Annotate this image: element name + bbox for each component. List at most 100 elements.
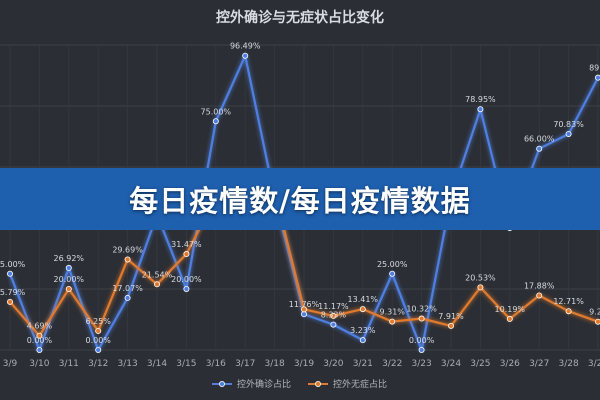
x-axis-tick-labels: 3/9 3/10 3/11 3/12 3/13 3/14 3/15 3/16 3/17 3/18 3… <box>3 359 600 369</box>
data-point[interactable] <box>271 194 278 201</box>
x-tick-label: 3/12 <box>88 359 108 369</box>
data-point[interactable] <box>124 256 131 263</box>
legend-swatch-marker <box>218 380 225 387</box>
data-point[interactable] <box>359 306 366 313</box>
data-point[interactable] <box>389 270 396 277</box>
data-label: 21.54% <box>142 270 173 279</box>
data-point[interactable] <box>330 321 337 328</box>
x-tick-label: 3/24 <box>441 359 461 369</box>
data-point[interactable] <box>95 327 102 334</box>
data-point[interactable] <box>36 332 43 339</box>
data-point[interactable] <box>389 318 396 325</box>
x-tick-label: 3/19 <box>294 359 314 369</box>
data-label: 10.32% <box>406 305 437 314</box>
data-label: 40.00% <box>495 214 526 223</box>
data-label: 20.00% <box>54 275 85 284</box>
data-label: 11.76% <box>289 300 320 309</box>
data-label: 7.91% <box>438 312 464 321</box>
data-point[interactable] <box>300 306 307 313</box>
data-labels: 25.00% 0.00% 26.92% 0.00% 17.07% 44.44% 20.00%… <box>0 42 600 345</box>
data-point[interactable] <box>95 346 102 353</box>
data-point[interactable] <box>595 318 600 325</box>
data-point[interactable] <box>212 194 219 201</box>
x-tick-label: 3/28 <box>558 359 578 369</box>
data-point[interactable] <box>506 224 513 231</box>
data-point[interactable] <box>565 130 572 137</box>
data-label: 31.47% <box>171 240 202 249</box>
x-tick-label: 3/29 <box>588 359 600 369</box>
data-point[interactable] <box>7 298 13 305</box>
legend-swatch-marker <box>314 380 321 387</box>
data-label: 12.71% <box>553 297 584 306</box>
legend-entry-label[interactable]: 控外确诊占比 <box>237 378 291 390</box>
data-point[interactable] <box>536 292 543 299</box>
x-tick-label: 3/17 <box>235 359 255 369</box>
data-label: 0.00% <box>409 336 435 345</box>
data-label: 9.31% <box>379 308 405 317</box>
data-point[interactable] <box>183 251 190 258</box>
data-point[interactable] <box>36 346 43 353</box>
x-tick-label: 3/20 <box>323 359 343 369</box>
data-label: 20.53% <box>465 273 496 282</box>
data-label: 25.00% <box>377 260 408 269</box>
x-tick-label: 3/18 <box>264 359 284 369</box>
data-label: 0.00% <box>85 336 111 345</box>
x-tick-label: 3/10 <box>29 359 49 369</box>
data-label: 3.23% <box>350 326 376 335</box>
x-tick-label: 3/15 <box>176 359 196 369</box>
data-label: 44.44% <box>142 200 173 209</box>
x-tick-label: 3/21 <box>353 359 373 369</box>
data-label: 17.07% <box>112 284 143 293</box>
data-point[interactable] <box>153 281 160 288</box>
data-point[interactable] <box>65 264 72 271</box>
data-point[interactable] <box>124 294 131 301</box>
data-label: 11.17% <box>318 302 349 311</box>
x-tick-label: 3/16 <box>206 359 226 369</box>
x-tick-label: 3/9 <box>3 359 18 369</box>
chart-title: 控外确诊与无症状占比变化 <box>216 9 384 26</box>
data-point[interactable] <box>65 285 72 292</box>
data-point[interactable] <box>7 270 13 277</box>
data-point[interactable] <box>242 194 249 201</box>
data-point[interactable] <box>212 118 219 125</box>
data-label: 4.69% <box>27 322 53 331</box>
data-point[interactable] <box>242 52 249 59</box>
x-tick-label: 3/23 <box>411 359 431 369</box>
x-tick-label: 3/25 <box>470 359 490 369</box>
data-label: 9.28 <box>589 308 600 317</box>
data-point[interactable] <box>565 308 572 315</box>
data-label: 70.83% <box>553 120 584 129</box>
data-point[interactable] <box>418 315 425 322</box>
data-label: 17.88% <box>524 281 555 290</box>
data-point[interactable] <box>477 106 484 113</box>
data-label: 89.2 <box>589 64 600 73</box>
x-tick-label: 3/13 <box>117 359 137 369</box>
data-point[interactable] <box>477 284 484 291</box>
x-tick-label: 3/11 <box>59 359 79 369</box>
data-point[interactable] <box>595 74 600 81</box>
data-label: 0.00% <box>27 336 53 345</box>
data-label: 96.49% <box>230 42 261 51</box>
data-label: 78.95% <box>465 95 496 104</box>
data-label: 66.00% <box>524 135 555 144</box>
x-tick-label: 3/27 <box>529 359 549 369</box>
data-point[interactable] <box>506 315 513 322</box>
data-label: 25.00% <box>0 260 26 269</box>
data-label: 29.69% <box>112 245 143 254</box>
data-point[interactable] <box>447 194 454 201</box>
data-point[interactable] <box>418 346 425 353</box>
x-tick-label: 3/14 <box>147 359 167 369</box>
data-point[interactable] <box>183 285 190 292</box>
data-label: 26.92% <box>54 254 85 263</box>
legend[interactable]: 控外确诊占比 控外无症占比 <box>212 378 387 390</box>
data-point[interactable] <box>359 337 366 344</box>
legend-entry-label[interactable]: 控外无症占比 <box>333 378 387 390</box>
data-point[interactable] <box>271 188 278 195</box>
data-label: 8.33% <box>321 311 347 320</box>
data-point[interactable] <box>330 312 337 319</box>
data-point[interactable] <box>536 145 543 152</box>
data-point[interactable] <box>153 211 160 218</box>
data-point[interactable] <box>447 322 454 329</box>
